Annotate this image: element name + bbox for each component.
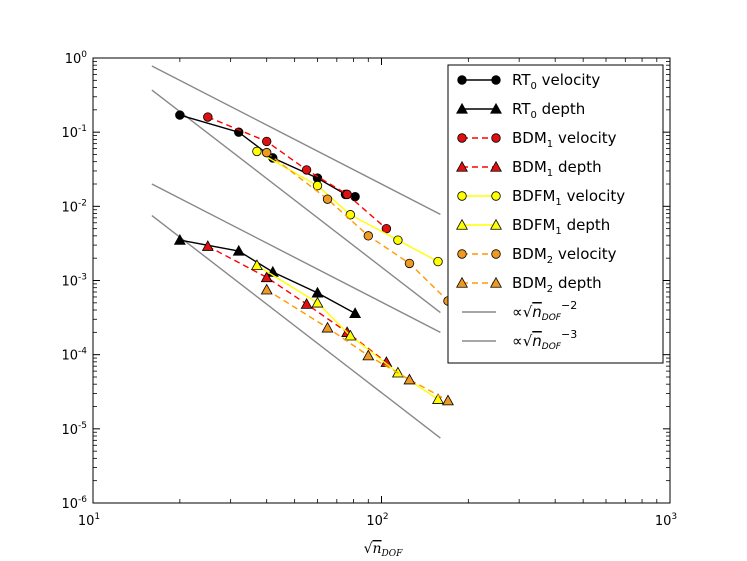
legend-entry-ref-slope-3: ∝√nDOF−3 [462,328,577,352]
bdm2-depth-point [321,321,334,333]
bdm1-depth-point [201,240,214,251]
bdfm1-velocity-point [252,146,262,157]
x-tick-label: 103 [655,512,677,529]
x-axis-label-text: √nDOF [364,541,404,559]
legend-marker [490,102,502,114]
bdm1-velocity-point [203,112,213,122]
bdfm1-velocity-point [312,180,323,191]
legend-marker [456,276,468,288]
bdm2-velocity-point [404,258,415,269]
bdm2-velocity-series [261,147,453,306]
x-axis-label: √nDOF [364,541,404,559]
legend-marker [490,218,502,230]
ref-slope3-lower-line [151,215,441,439]
axis-ticks: 10-6 10-5 10-4 10-3 10-2 10-1 100 101 102 103 [61,50,677,529]
legend-entry-rt0-depth: RT0 depth [456,100,585,121]
y-tick-label: 10-3 [61,273,87,290]
bdm2-depth-series [260,283,454,406]
legend-label: ∝√nDOF−3 [512,328,577,352]
bdfm1-depth-point [311,296,324,308]
legend-marker [456,102,468,114]
bdm2-depth-point [442,394,454,406]
rt0-depth-series [173,234,362,319]
x-tick-label: 102 [366,512,388,529]
legend-label: BDM1 velocity [512,129,617,150]
legend-label: BDFM1 velocity [512,187,625,208]
legend-entry-bdfm1-depth: BDFM1 depth [456,216,610,237]
legend-marker [491,133,501,143]
legend-entry-bdm1-velocity: BDM1 velocity [457,129,617,150]
bdm2-velocity-point [363,231,373,241]
y-tick-label: 10-2 [61,198,87,215]
legend-marker [457,249,467,259]
legend-entry-rt0-velocity: RT0 velocity [457,71,600,92]
legend-label: RT0 velocity [512,71,600,92]
ref-slope3-upper-line [151,89,441,314]
bdm2-depth-point [362,349,375,361]
bdm1-velocity-point [301,165,312,175]
legend-marker [457,191,467,201]
reference-lines [151,65,441,439]
bdfm1-depth-point [432,393,444,404]
bdfm1-velocity-point [433,256,443,267]
bdm1-velocity-point [381,223,392,234]
legend-marker [491,249,501,259]
bdm1-velocity-point [342,189,352,200]
legend-box [447,64,664,364]
rt0-depth-point [232,244,245,256]
bdfm1-depth-point [250,259,263,271]
bdm2-depth-point [403,373,416,385]
legend-marker [457,133,467,143]
legend-label: ∝√nDOF−2 [512,299,577,323]
data-series [173,110,454,406]
legend-entry-bdm1-depth: BDM1 depth [456,158,602,179]
legend-marker [490,160,502,172]
legend-label: BDM1 depth [512,158,602,179]
legend-marker [457,75,467,85]
bdm2-velocity-point [261,147,272,158]
y-tick-label: 10-6 [61,495,87,512]
rt0-depth-point [349,307,362,319]
legend-marker [456,160,468,172]
legend-label: BDM2 velocity [512,245,617,266]
bdm1-velocity-series [203,112,392,234]
legend-entry-ref-slope-2: ∝√nDOF−2 [462,299,577,323]
legend-label: BDFM1 depth [512,216,610,237]
legend-marker [490,276,502,288]
legend-entry-bdm2-velocity: BDM2 velocity [457,245,617,266]
y-tick-label: 100 [65,50,88,67]
bdfm1-depth-point [344,329,357,341]
legend-entry-bdm2-depth: BDM2 depth [456,274,602,295]
bdm1-depth-point [260,271,273,283]
bdfm1-velocity-series [252,146,443,267]
x-tick-label: 101 [78,512,100,529]
ref-slope2-lower-line [151,183,441,333]
legend-label: BDM2 depth [512,274,602,295]
legend-marker [491,75,501,85]
legend-marker [491,191,501,201]
rt0-velocity-point [175,110,185,120]
legend-marker [456,218,468,230]
legend-entry-bdfm1-velocity: BDFM1 velocity [457,187,625,208]
legend-label: RT0 depth [512,100,585,121]
bdm1-velocity-point [261,136,272,147]
bdm2-depth-point [260,283,273,295]
bdfm1-velocity-point [393,235,403,245]
legend: RT0 velocity RT0 depth BDM1 velocity BDM1 d… [447,64,664,364]
y-tick-label: 10-5 [61,421,87,438]
bdm1-depth-point [300,298,313,309]
y-tick-label: 10-4 [61,347,87,364]
rt0-depth-point [173,234,186,245]
bdm2-velocity-point [322,194,333,204]
y-tick-label: 10-1 [61,124,87,141]
rt0-velocity-point [350,191,360,202]
ref-slope2-upper-line [151,65,441,215]
